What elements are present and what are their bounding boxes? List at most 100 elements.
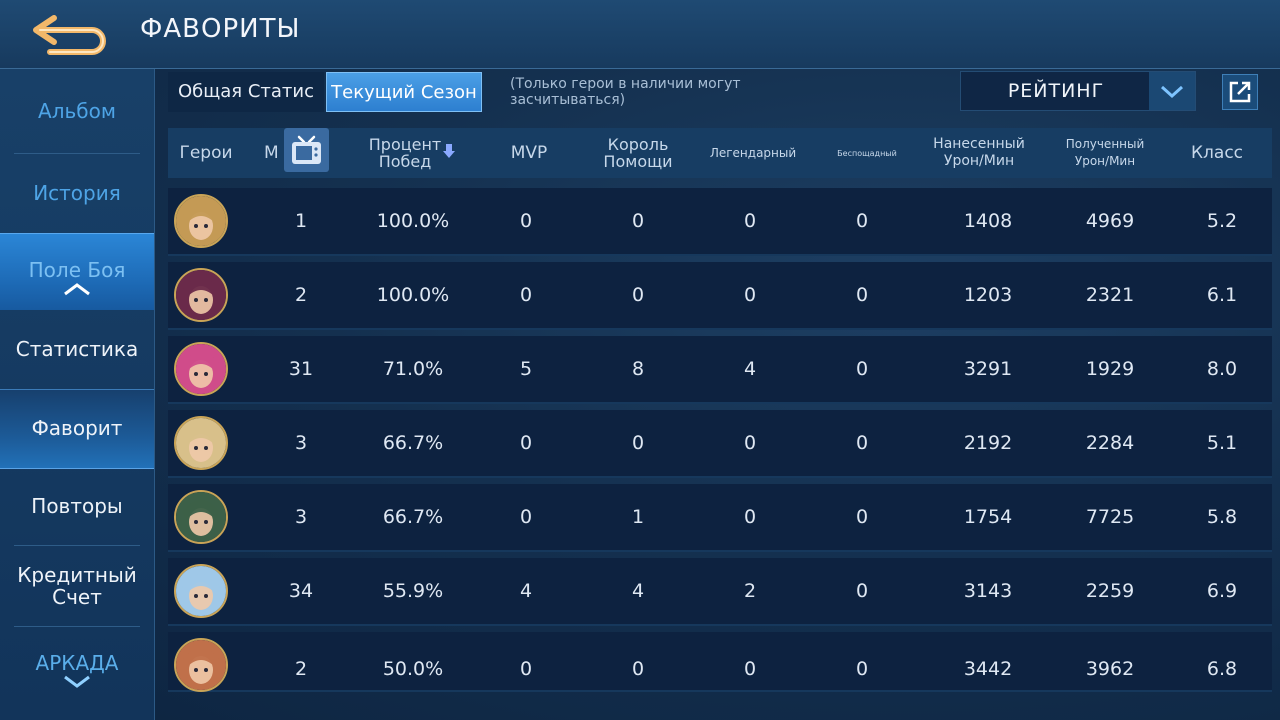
sidebar-item-label: Кредитный Счет <box>17 563 137 609</box>
cell-legendary: 0 <box>743 210 757 232</box>
hero-avatar[interactable] <box>174 342 228 396</box>
cell-dmg-taken: 2284 <box>1085 432 1135 454</box>
hero-avatar[interactable] <box>174 416 228 470</box>
back-button[interactable] <box>30 10 112 56</box>
table-row[interactable]: 31 71.0% 5 8 4 0 3291 1929 8.0 <box>168 336 1272 404</box>
cell-savage: 0 <box>855 506 869 528</box>
hero-avatar[interactable] <box>174 194 228 248</box>
cell-dmg-taken: 2259 <box>1085 580 1135 602</box>
hero-portrait-icon <box>176 270 226 320</box>
cell-legendary: 4 <box>743 358 757 380</box>
column-header-matches[interactable]: М <box>264 142 279 163</box>
column-header-rating[interactable]: Класс <box>1190 142 1244 163</box>
table-row[interactable]: 34 55.9% 4 4 2 0 3143 2259 6.9 <box>168 558 1272 626</box>
sidebar-item-label: Фаворит <box>31 416 123 440</box>
cell-dmg-dealt: 1408 <box>963 210 1013 232</box>
cell-king-assist: 1 <box>631 506 645 528</box>
sidebar-item-favorite[interactable]: Фаворит <box>0 389 154 469</box>
cell-matches: 31 <box>288 358 314 380</box>
sidebar-item-arcade[interactable]: АРКАДА <box>0 629 154 707</box>
sidebar-item-history[interactable]: История <box>0 154 154 232</box>
cell-savage: 0 <box>855 284 869 306</box>
tab-current-season[interactable]: Текущий Сезон <box>326 72 482 112</box>
table-row[interactable]: 3 66.7% 0 0 0 0 2192 2284 5.1 <box>168 410 1272 478</box>
sidebar-item-replays[interactable]: Повторы <box>0 469 154 543</box>
cell-dmg-dealt: 2192 <box>963 432 1013 454</box>
sidebar-item-label: Повторы <box>31 494 123 518</box>
cell-matches: 3 <box>294 506 308 528</box>
hero-portrait-icon <box>176 566 226 616</box>
chevron-down-icon <box>64 675 90 688</box>
table-header: Герои М Процент Побед MVP Король Помощи … <box>168 128 1272 178</box>
hero-avatar[interactable] <box>174 564 228 618</box>
dropdown-toggle[interactable] <box>1149 72 1195 110</box>
sidebar-item-credit[interactable]: Кредитный Счет <box>0 547 154 625</box>
hero-portrait-icon <box>176 344 226 394</box>
cell-rating: 5.1 <box>1206 432 1238 454</box>
table-row[interactable]: 3 66.7% 0 1 0 0 1754 7725 5.8 <box>168 484 1272 552</box>
cell-king-assist: 0 <box>631 284 645 306</box>
column-header-label: Процент Побед <box>368 135 442 171</box>
hero-portrait-icon <box>176 640 226 690</box>
hero-portrait-icon <box>176 418 226 468</box>
sidebar: Альбом История Поле Боя Статистика Фавор… <box>0 69 155 720</box>
cell-legendary: 0 <box>743 432 757 454</box>
sidebar-divider <box>14 545 140 546</box>
cell-dmg-taken: 3962 <box>1085 658 1135 680</box>
cell-mvp: 0 <box>519 506 533 528</box>
sidebar-item-label: Поле Боя <box>28 258 126 282</box>
cell-dmg-dealt: 1203 <box>963 284 1013 306</box>
cell-matches: 1 <box>294 210 308 232</box>
cell-king-assist: 0 <box>631 210 645 232</box>
cell-mvp: 0 <box>519 432 533 454</box>
cell-matches: 34 <box>288 580 314 602</box>
hero-avatar[interactable] <box>174 490 228 544</box>
table-row[interactable]: 1 100.0% 0 0 0 0 1408 4969 5.2 <box>168 188 1272 256</box>
cell-savage: 0 <box>855 358 869 380</box>
sidebar-item-label: Статистика <box>15 337 139 361</box>
cell-matches: 2 <box>294 658 308 680</box>
column-header-king-assist[interactable]: Король Помощи <box>603 135 673 171</box>
cell-savage: 0 <box>855 580 869 602</box>
table-row[interactable]: 2 50.0% 0 0 0 0 3442 3962 6.8 <box>168 632 1272 692</box>
cell-dmg-taken: 2321 <box>1085 284 1135 306</box>
hero-avatar[interactable] <box>174 638 228 692</box>
sidebar-divider <box>14 626 140 627</box>
cell-legendary: 0 <box>743 284 757 306</box>
column-header-win-rate[interactable]: Процент Побед <box>360 128 450 178</box>
availability-note: (Только герои в наличии могут засчитыват… <box>510 76 741 108</box>
cell-mvp: 0 <box>519 284 533 306</box>
tv-icon <box>292 135 321 164</box>
cell-dmg-taken: 7725 <box>1085 506 1135 528</box>
hero-portrait-icon <box>176 196 226 246</box>
cell-legendary: 0 <box>743 506 757 528</box>
share-icon <box>1229 81 1251 103</box>
cell-savage: 0 <box>855 210 869 232</box>
cell-mvp: 0 <box>519 658 533 680</box>
table-row[interactable]: 2 100.0% 0 0 0 0 1203 2321 6.1 <box>168 262 1272 330</box>
column-header-heroes[interactable]: Герои <box>179 142 233 163</box>
share-button[interactable] <box>1222 74 1258 110</box>
sidebar-item-label: АРКАДА <box>35 651 119 675</box>
back-arrow-icon <box>33 15 106 55</box>
column-header-damage-taken[interactable]: Полученный Урон/Мин <box>1065 137 1145 168</box>
column-header-savage[interactable]: Беспощадный <box>837 148 897 158</box>
sidebar-item-battlefield[interactable]: Поле Боя <box>0 233 154 310</box>
cell-dmg-dealt: 3442 <box>963 658 1013 680</box>
cell-dmg-dealt: 3291 <box>963 358 1013 380</box>
sidebar-item-statistics[interactable]: Статистика <box>0 311 154 387</box>
tv-icon-button[interactable] <box>284 128 329 172</box>
cell-win-rate: 100.0% <box>376 284 450 306</box>
cell-rating: 5.8 <box>1206 506 1238 528</box>
hero-portrait-icon <box>176 492 226 542</box>
hero-avatar[interactable] <box>174 268 228 322</box>
sort-dropdown[interactable]: РЕЙТИНГ <box>960 71 1196 111</box>
column-header-legendary[interactable]: Легендарный <box>709 145 797 160</box>
sidebar-divider <box>14 153 140 154</box>
sidebar-item-album[interactable]: Альбом <box>0 69 154 153</box>
column-header-damage-dealt[interactable]: Нанесенный Урон/Мин <box>933 136 1025 169</box>
cell-savage: 0 <box>855 658 869 680</box>
cell-mvp: 5 <box>519 358 533 380</box>
column-header-mvp[interactable]: MVP <box>510 142 548 163</box>
tab-general-stats[interactable]: Общая Статис <box>168 72 324 112</box>
